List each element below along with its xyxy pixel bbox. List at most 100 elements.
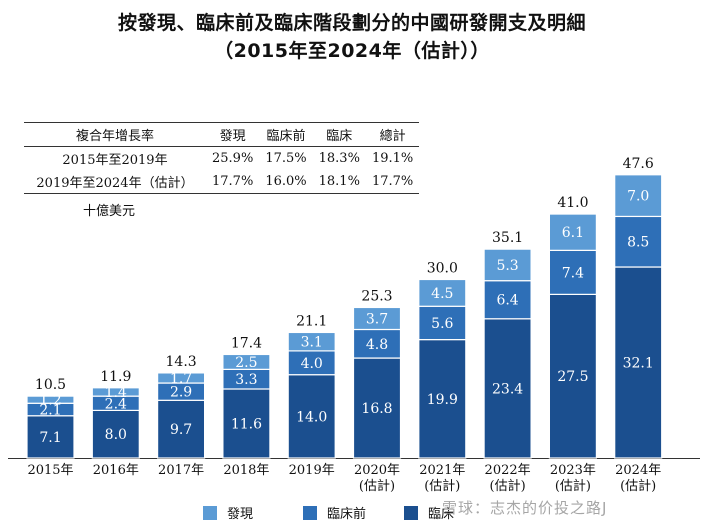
segment-value-label: 7.0	[627, 189, 649, 205]
segment-value-label: 16.8	[361, 401, 392, 417]
x-tick-label: (估計)	[359, 478, 395, 494]
bar-segment	[157, 399, 206, 459]
segment-value-label: 2.9	[170, 385, 192, 401]
cagr-value: 18.1%	[318, 174, 360, 189]
legend-swatch	[203, 505, 217, 520]
legend-item-clinical: 臨床	[404, 503, 454, 522]
cagr-value: 19.1%	[371, 151, 414, 166]
bar-segment	[352, 306, 402, 331]
x-tick-label: (估計)	[424, 478, 460, 494]
table-row: 2015年至2019年 25.9% 17.5% 18.3% 19.1%	[24, 147, 419, 171]
x-tick-label: 2016年	[93, 463, 139, 478]
cagr-header-preclinical: 臨床前	[266, 129, 306, 144]
cagr-value: 17.7%	[371, 174, 414, 189]
bar-segment	[222, 388, 271, 459]
bar-segment	[157, 372, 206, 384]
segment-value-label: 5.6	[431, 316, 453, 332]
bar-segment	[91, 409, 140, 459]
x-tick-label: 2020年	[354, 463, 400, 478]
segment-value-label: 9.7	[170, 422, 192, 438]
bar-segment	[483, 248, 532, 282]
legend-label: 臨床	[428, 507, 455, 522]
total-value-label: 30.0	[427, 261, 458, 277]
unit-label: 十億美元	[83, 204, 136, 219]
total-value-label: 10.5	[35, 377, 66, 393]
cagr-table: 複合年增長率 發現 臨床前 臨床 總計 2015年至2019年 25.9% 17…	[24, 122, 420, 194]
x-tick-label: 2024年	[615, 463, 661, 478]
cagr-header-row: 複合年增長率 發現 臨床前 臨床 總計	[24, 122, 420, 147]
cagr-header-clinical: 臨床	[326, 129, 353, 144]
total-value-label: 47.6	[623, 156, 654, 172]
x-tick-label: (估計)	[555, 478, 591, 494]
bar-segment	[483, 318, 532, 459]
bar-segment	[614, 266, 663, 459]
x-tick-label: 2015年	[27, 463, 73, 478]
bar-segment	[418, 278, 467, 307]
segment-value-label: 3.1	[301, 335, 323, 351]
segment-value-label: 7.4	[562, 265, 584, 281]
legend-swatch	[303, 505, 317, 520]
segment-value-label: 5.3	[496, 258, 518, 274]
x-tick-label: (估計)	[490, 478, 526, 494]
segment-value-label: 8.5	[627, 235, 649, 251]
segment-value-label: 6.1	[562, 225, 584, 241]
total-value-label: 25.3	[361, 288, 392, 304]
legend-item-preclinical: 臨床前	[303, 503, 366, 522]
total-value-label: 41.0	[557, 195, 588, 211]
segment-value-label: 4.0	[301, 356, 323, 372]
segment-value-label: 2.1	[39, 403, 61, 419]
bar-segment	[483, 280, 532, 320]
segment-value-label: 32.1	[623, 356, 654, 372]
legend-label: 發現	[227, 507, 254, 522]
bar-segment	[548, 213, 598, 251]
segment-value-label: 6.4	[496, 293, 518, 309]
bar-segment	[287, 331, 336, 352]
cagr-period-label: 2015年至2019年	[62, 153, 168, 168]
x-tick-label: (估計)	[620, 478, 656, 494]
segment-value-label: 3.3	[235, 372, 257, 388]
segment-value-label: 4.5	[431, 286, 453, 302]
bar-segment	[26, 395, 75, 404]
segment-value-label: 2.4	[105, 396, 127, 412]
cagr-value: 17.7%	[212, 174, 254, 189]
table-row: 2019年至2024年（估計） 17.7% 16.0% 18.1% 17.7%	[24, 170, 420, 194]
legend-label: 臨床前	[327, 507, 367, 522]
bar-segment	[548, 293, 598, 459]
x-tick-label: 2021年	[419, 463, 465, 478]
legend-item-discovery: 發現	[203, 503, 253, 522]
cagr-value: 25.9%	[212, 151, 254, 166]
bar-segment	[91, 387, 140, 397]
segment-value-label: 27.5	[557, 369, 588, 385]
segment-value-label: 14.0	[296, 409, 327, 425]
segment-value-label: 2.5	[235, 355, 257, 371]
x-tick-label: 2023年	[550, 463, 596, 478]
segment-value-label: 11.6	[231, 416, 262, 432]
bar-segment	[352, 328, 402, 359]
bar-segment	[614, 174, 663, 218]
bar-segment	[352, 357, 402, 459]
bar-segment	[287, 374, 336, 459]
total-value-label: 11.9	[100, 369, 131, 385]
total-value-label: 17.4	[231, 335, 262, 351]
bar-segment	[548, 249, 598, 295]
cagr-header-total: 總計	[379, 129, 406, 144]
chart-subtitle: （2015年至2024年（估計））	[214, 40, 490, 62]
x-tick-label: 2019年	[289, 463, 335, 478]
bar-segment	[418, 338, 467, 459]
segment-value-label: 7.1	[39, 430, 61, 446]
cagr-value: 18.3%	[318, 151, 360, 166]
bar-segment	[222, 353, 271, 370]
segment-value-label: 4.8	[366, 337, 388, 353]
total-value-label: 14.3	[166, 354, 197, 370]
bar-segment	[26, 415, 75, 459]
chart-title: 按發現、臨床前及臨床階段劃分的中國研發開支及明細	[117, 12, 586, 34]
x-tick-label: 2017年	[158, 463, 204, 478]
total-value-label: 35.1	[492, 230, 523, 246]
cagr-header-label: 複合年增長率	[75, 129, 154, 144]
cagr-period-label: 2019年至2024年（估計）	[36, 176, 194, 191]
cagr-value: 16.0%	[265, 174, 307, 189]
segment-value-label: 19.9	[427, 392, 458, 408]
segment-value-label: 8.0	[105, 427, 127, 443]
watermark: 雪球：志杰的价投之路J	[442, 499, 608, 517]
